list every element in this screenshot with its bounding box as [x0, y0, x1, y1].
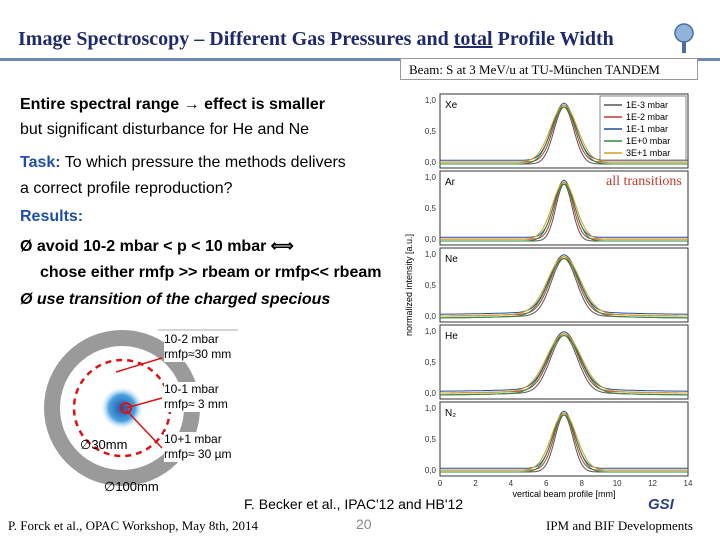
result-bullet-1: Ø avoid 10-2 mbar < p < 10 mbar ⟺	[20, 238, 294, 255]
legend-label: 1E-3 mbar	[626, 100, 668, 110]
gsi-logo: GSI	[648, 496, 674, 513]
annot-10m2: 10-2 mbar rmfp≈30 mm	[164, 332, 232, 362]
xtick-label: 10	[613, 479, 622, 488]
ytick-label: 0,0	[425, 312, 437, 321]
profile-curve	[440, 181, 688, 240]
gas-label: N₂	[445, 408, 456, 419]
footer-dept: IPM and BIF Developments	[546, 518, 693, 533]
beam-caption: Beam: S at 3 MeV/u at TU-München TANDEM	[400, 58, 698, 80]
profile-curve	[440, 414, 688, 473]
panel-3	[439, 324, 689, 400]
profile-curve	[440, 179, 688, 238]
title-rule	[0, 58, 720, 61]
title-post: Profile Width	[492, 28, 614, 50]
diameter-30mm: ∅30mm	[80, 437, 128, 452]
task-text: To which pressure the methods delivers	[60, 154, 346, 171]
all-transitions-label: all transitions	[606, 174, 682, 189]
diameter-100mm: ∅100mm	[104, 479, 159, 494]
profile-curve	[440, 183, 688, 242]
legend-label: 1E-2 mbar	[626, 112, 668, 122]
ytick-label: 0,5	[425, 204, 437, 213]
xtick-label: 14	[684, 479, 693, 488]
results-heading: Results:	[20, 208, 84, 225]
gas-label: Xe	[445, 100, 458, 111]
profile-curve	[440, 412, 688, 471]
legend-box	[599, 95, 687, 161]
xtick-label: 2	[473, 479, 478, 488]
ytick-label: 1,0	[425, 327, 437, 336]
y-axis-label: normalized intensity [a.u.]	[404, 234, 414, 336]
annot-10p1: 10+1 mbar rmfp≈ 30 µm	[164, 432, 232, 462]
intro-line-1: Entire spectral range → effect is smalle…	[20, 96, 326, 113]
task-line-2: a correct profile reproduction?	[20, 180, 233, 197]
annot-10m1: 10-1 mbar rmfp≈ 3 mm	[164, 382, 228, 412]
profile-curve	[440, 334, 688, 396]
xtick-label: 12	[648, 479, 657, 488]
profile-curve	[440, 256, 688, 317]
ytick-label: 1,0	[425, 404, 437, 413]
legend-label: 1E-1 mbar	[626, 124, 668, 134]
xtick-label: 8	[579, 479, 584, 488]
profile-curve	[440, 254, 688, 315]
task-line-1: Task: To which pressure the methods deli…	[20, 154, 346, 172]
profile-curve	[440, 106, 688, 165]
legend-label: 1E+0 mbar	[626, 136, 670, 146]
gas-label: Ne	[445, 254, 458, 265]
ytick-label: 1,0	[425, 250, 437, 259]
ytick-label: 0,5	[425, 281, 437, 290]
panel-4	[439, 401, 689, 477]
xtick-label: 6	[544, 479, 549, 488]
profile-curve	[440, 257, 688, 319]
result-bullet-1b: chose either rmfp >> rbeam or rmfp<< rbe…	[40, 264, 382, 281]
xtick-label: 4	[509, 479, 514, 488]
ytick-label: 0,0	[425, 389, 437, 398]
ytick-label: 1,0	[425, 173, 437, 182]
reference: F. Becker et al., IPAC'12 and HB'12	[244, 496, 464, 512]
x-axis-label: vertical beam profile [mm]	[512, 489, 615, 499]
ytick-label: 0,0	[425, 466, 437, 475]
intro-line-2: but significant disturbance for He and N…	[20, 121, 310, 138]
page-number: 20	[356, 516, 372, 532]
slide-title: Image Spectroscopy – Different Gas Press…	[18, 28, 614, 51]
gas-label: He	[445, 331, 458, 342]
panel-2	[439, 247, 689, 323]
ytick-label: 0,5	[425, 127, 437, 136]
legend-label: 3E+1 mbar	[626, 148, 670, 158]
result-bullet-2: Ø use transition of the charged specious	[20, 291, 331, 308]
ytick-label: 0,5	[425, 358, 437, 367]
footer-author: P. Forck et al., OPAC Workshop, May 8th,…	[8, 518, 258, 533]
title-pre: Image Spectroscopy – Different Gas Press…	[18, 28, 454, 50]
profile-curve	[440, 333, 688, 394]
ytick-label: 0,5	[425, 435, 437, 444]
pressure-ring-figure	[44, 329, 238, 486]
title-bubble-icon	[674, 23, 694, 53]
title-underlined: total	[453, 28, 493, 50]
profile-curve	[440, 410, 688, 469]
ytick-label: 0,0	[425, 158, 437, 167]
ytick-label: 1,0	[425, 96, 437, 105]
profile-plot: 1,0 0,5 0,0 Xe 1,0 0,5 0,0 Ar 1,0 0,5 0,0 Ne 1,0 0,5 0…	[404, 93, 693, 499]
task-label: Task:	[20, 154, 61, 171]
xtick-label: 0	[438, 479, 443, 488]
profile-curve	[440, 104, 688, 163]
gas-label: Ar	[445, 177, 456, 188]
ytick-label: 0,0	[425, 235, 437, 244]
mfp-circle-small	[120, 402, 132, 414]
profile-curve	[440, 331, 688, 392]
